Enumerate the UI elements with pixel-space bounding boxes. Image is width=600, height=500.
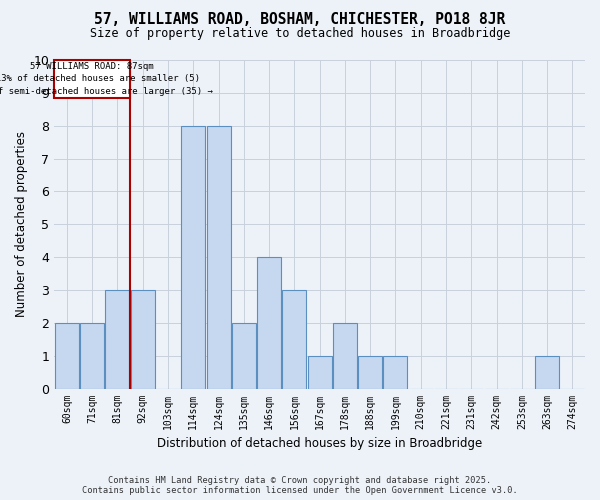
- Bar: [283, 290, 307, 388]
- X-axis label: Distribution of detached houses by size in Broadbridge: Distribution of detached houses by size …: [157, 437, 482, 450]
- Bar: [358, 356, 382, 388]
- Bar: [257, 257, 281, 388]
- Bar: [232, 323, 256, 388]
- Bar: [383, 356, 407, 388]
- Bar: [206, 126, 230, 388]
- Text: 57 WILLIAMS ROAD: 87sqm: 57 WILLIAMS ROAD: 87sqm: [31, 62, 154, 70]
- Text: 57, WILLIAMS ROAD, BOSHAM, CHICHESTER, PO18 8JR: 57, WILLIAMS ROAD, BOSHAM, CHICHESTER, P…: [94, 12, 506, 28]
- Bar: [55, 323, 79, 388]
- Y-axis label: Number of detached properties: Number of detached properties: [15, 132, 28, 318]
- Text: 88% of semi-detached houses are larger (35) →: 88% of semi-detached houses are larger (…: [0, 87, 213, 96]
- Bar: [181, 126, 205, 388]
- Bar: [106, 290, 130, 388]
- Text: ← 13% of detached houses are smaller (5): ← 13% of detached houses are smaller (5): [0, 74, 200, 83]
- FancyBboxPatch shape: [54, 60, 130, 98]
- Text: Contains HM Land Registry data © Crown copyright and database right 2025.
Contai: Contains HM Land Registry data © Crown c…: [82, 476, 518, 495]
- Bar: [535, 356, 559, 388]
- Text: Size of property relative to detached houses in Broadbridge: Size of property relative to detached ho…: [90, 28, 510, 40]
- Bar: [80, 323, 104, 388]
- Bar: [308, 356, 332, 388]
- Bar: [333, 323, 357, 388]
- Bar: [131, 290, 155, 388]
